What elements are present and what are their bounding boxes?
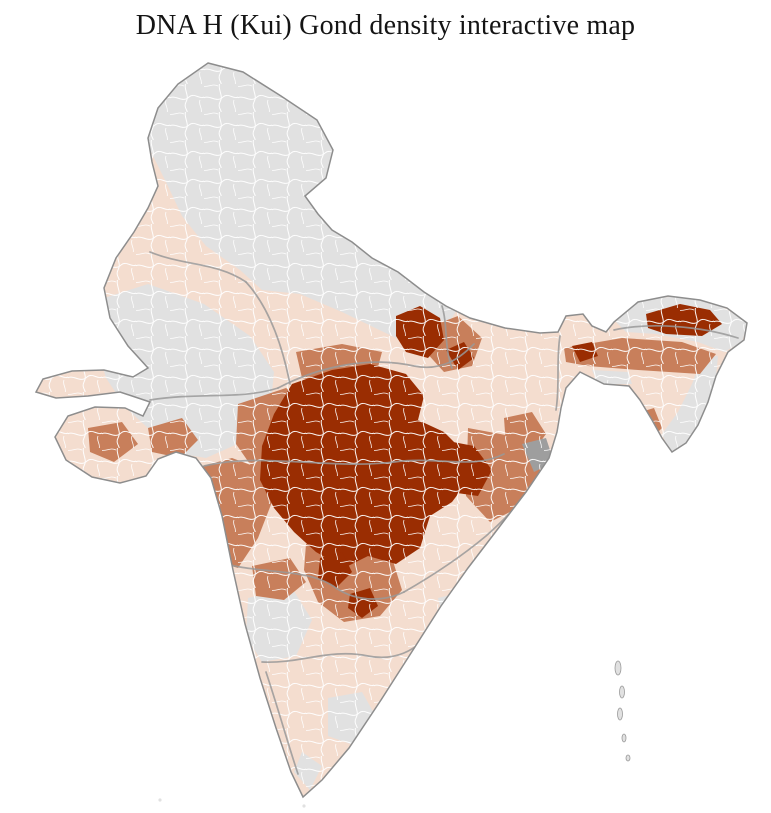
state-border-line [203, 453, 505, 467]
state-border-line [555, 335, 561, 411]
state-border-line [613, 325, 739, 339]
state-border-line [211, 559, 405, 600]
state-border-line [149, 251, 247, 283]
island-district[interactable] [617, 707, 623, 721]
state-border-line [277, 343, 475, 389]
state-border-line [441, 305, 453, 369]
island-district[interactable] [621, 733, 627, 743]
island-district[interactable] [625, 754, 631, 762]
state-border-line [149, 387, 279, 401]
map-title: DNA H (Kui) Gond density interactive map [135, 10, 636, 41]
andaman-islands[interactable] [614, 660, 631, 762]
islet-dot [158, 798, 162, 802]
island-district[interactable] [614, 660, 622, 676]
district-borders-mesh [36, 63, 747, 797]
island-district[interactable] [619, 685, 625, 699]
islet-dot [302, 804, 306, 808]
state-borders [149, 251, 739, 775]
state-border-line [265, 671, 299, 775]
small-islets [158, 798, 306, 808]
state-border-line [245, 281, 291, 385]
